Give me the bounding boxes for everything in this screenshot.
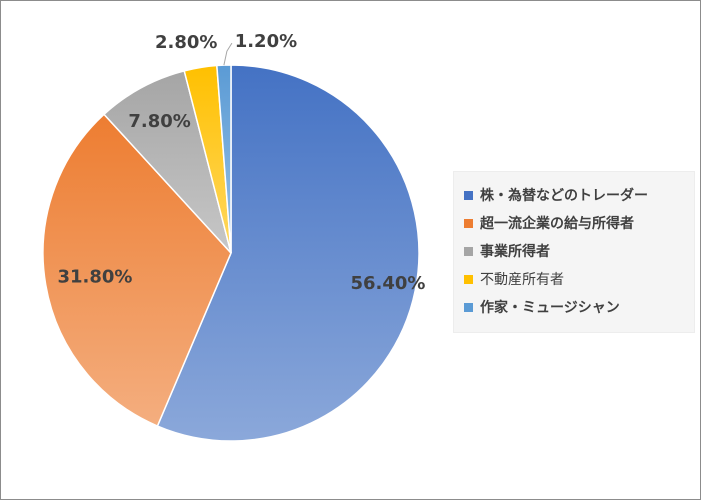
pie-slice-trader	[156, 64, 420, 442]
legend-swatch-realestate	[464, 274, 473, 284]
data-label-realestate: 2.80%	[155, 32, 217, 53]
data-labels: 56.40% 31.80% 7.80% 2.80% 1.20%	[57, 31, 425, 294]
data-label-business: 7.80%	[128, 111, 190, 132]
legend-item-realestate: 不動産所有者	[464, 268, 564, 290]
legend-swatch-artist	[464, 302, 473, 312]
legend-item-trader: 株・為替などのトレーダー	[464, 184, 648, 206]
legend-item-salaried: 超一流企業の給与所得者	[464, 212, 634, 234]
data-label-trader: 56.40%	[350, 273, 425, 294]
legend: 株・為替などのトレーダー 超一流企業の給与所得者 事業所得者 不動産所有者 作家…	[453, 171, 695, 333]
legend-item-business: 事業所得者	[464, 240, 550, 262]
legend-swatch-salaried	[464, 218, 473, 228]
legend-label-business: 事業所得者	[480, 244, 550, 260]
pie-slice-business	[102, 69, 232, 254]
legend-label-trader: 株・為替などのトレーダー	[480, 188, 648, 204]
data-label-salaried: 31.80%	[57, 266, 132, 287]
legend-item-artist: 作家・ミュージシャン	[464, 296, 620, 318]
leader-line-artist	[223, 42, 233, 66]
legend-label-realestate: 不動産所有者	[480, 272, 564, 288]
pie-slices	[42, 64, 420, 442]
legend-label-salaried: 超一流企業の給与所得者	[480, 216, 634, 232]
legend-label-artist: 作家・ミュージシャン	[480, 300, 620, 316]
legend-swatch-business	[464, 246, 473, 256]
legend-swatch-trader	[464, 190, 473, 200]
pie-slice-salaried	[42, 113, 232, 427]
data-label-artist: 1.20%	[235, 31, 297, 52]
leader-lines	[223, 42, 233, 66]
